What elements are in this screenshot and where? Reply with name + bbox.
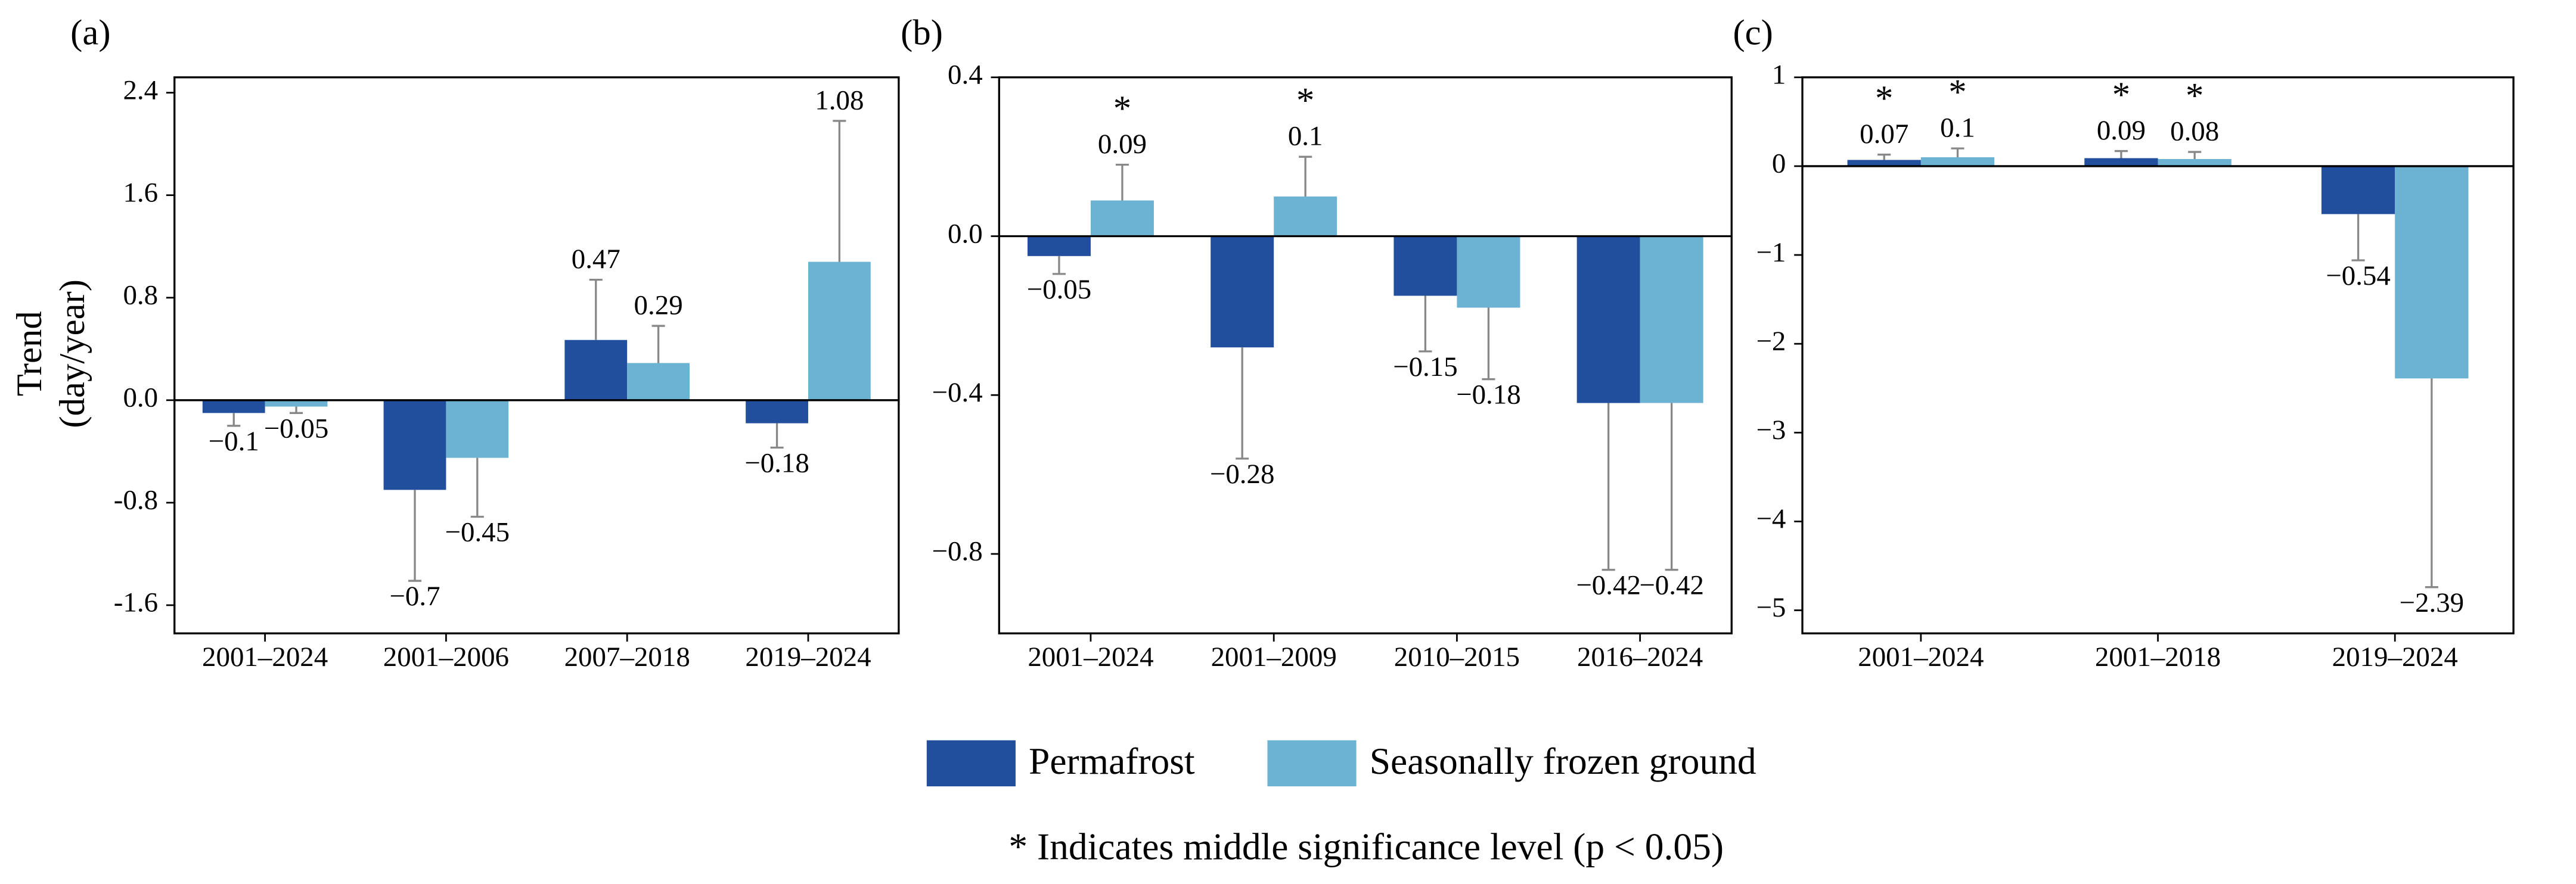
x-tick-label: 2001–2006: [383, 642, 509, 673]
value-label: 0.47: [572, 244, 620, 275]
y-tick-label: 1: [1772, 60, 1786, 91]
y-tick-label: −2: [1756, 326, 1786, 357]
x-tick-label: 2001–2024: [1028, 642, 1153, 673]
plot-frame: [1801, 76, 2515, 634]
value-label: 0.29: [634, 290, 683, 320]
significance-mark: *: [2112, 75, 2130, 115]
y-tick-label: 1.6: [123, 177, 158, 208]
value-label: 0.09: [1098, 129, 1147, 160]
value-label: −0.18: [1456, 379, 1521, 410]
y-tick-label: −0.8: [932, 536, 983, 567]
panel-label: (a): [70, 13, 110, 53]
value-label: 1.08: [815, 85, 864, 116]
x-tick-label: 2001–2024: [202, 642, 328, 673]
y-axis-label: (day/year): [52, 279, 92, 428]
value-label: −0.7: [389, 581, 440, 612]
value-label: −0.42: [1576, 570, 1641, 601]
value-label: −0.05: [1027, 274, 1092, 305]
plot-frame: [173, 76, 900, 634]
significance-mark: *: [1113, 89, 1131, 129]
y-tick-label: -1.6: [114, 587, 158, 618]
y-tick-label: 0: [1772, 148, 1786, 179]
bar: [2084, 158, 2158, 166]
bar: [1027, 236, 1091, 256]
x-tick-label: 2019–2024: [2332, 642, 2458, 673]
y-tick-label: 0.4: [948, 60, 983, 91]
legend-swatch: [1267, 740, 1357, 787]
y-tick-label: −3: [1756, 415, 1786, 446]
value-label: −0.54: [2326, 260, 2391, 291]
value-label: 0.09: [2097, 115, 2146, 146]
bar: [202, 400, 265, 413]
bar: [564, 340, 628, 400]
value-label: −0.45: [445, 517, 510, 548]
y-tick-label: −1: [1756, 237, 1786, 268]
y-tick-label: 0.8: [123, 280, 158, 311]
significance-mark: *: [1296, 81, 1314, 121]
value-label: 0.07: [1860, 119, 1908, 150]
value-label: 0.08: [2170, 116, 2219, 147]
bar: [1393, 236, 1457, 296]
significance-mark: *: [1948, 73, 1966, 113]
x-tick-label: 2010–2015: [1394, 642, 1520, 673]
x-tick-label: 2016–2024: [1577, 642, 1703, 673]
value-label: −0.18: [744, 448, 809, 479]
legend-label: Seasonally frozen ground: [1370, 740, 1756, 782]
bar: [1576, 236, 1640, 403]
panel-label: (b): [901, 13, 943, 53]
bar: [2321, 166, 2395, 214]
value-label: −0.15: [1393, 351, 1458, 382]
y-tick-label: 0.0: [123, 382, 158, 413]
value-label: −0.05: [264, 413, 329, 444]
significance-mark: *: [2186, 76, 2203, 116]
bar: [1211, 236, 1274, 348]
bar: [2395, 166, 2469, 379]
bar: [808, 262, 871, 400]
value-label: −2.39: [2400, 587, 2465, 618]
bar: [1090, 200, 1154, 236]
bar: [627, 363, 690, 400]
x-tick-label: 2007–2018: [564, 642, 690, 673]
y-tick-label: −0.4: [932, 377, 983, 408]
bar: [746, 400, 808, 424]
significance-mark: *: [1875, 79, 1893, 119]
y-tick-label: 2.4: [123, 74, 158, 105]
legend-swatch: [926, 740, 1016, 787]
bar: [1274, 196, 1337, 236]
x-tick-label: 2001–2018: [2095, 642, 2221, 673]
y-tick-label: -0.8: [114, 485, 158, 516]
value-label: 0.1: [1940, 112, 1975, 143]
y-tick-label: −5: [1756, 592, 1786, 623]
bar: [1457, 236, 1520, 308]
bar: [1920, 157, 1995, 166]
x-tick-label: 2001–2024: [1858, 642, 1984, 673]
y-axis-label: Trend: [10, 311, 49, 396]
significance-note: * Indicates middle significance level (p…: [1008, 825, 1724, 867]
bar: [265, 400, 328, 407]
value-label: −0.42: [1639, 570, 1704, 601]
value-label: 0.1: [1288, 121, 1323, 152]
y-tick-label: 0.0: [948, 218, 983, 249]
bar: [446, 400, 509, 458]
bar: [1847, 160, 1921, 166]
x-tick-label: 2019–2024: [745, 642, 871, 673]
bar: [2158, 158, 2232, 166]
x-tick-label: 2001–2009: [1211, 642, 1337, 673]
bar: [1640, 236, 1703, 403]
value-label: −0.1: [209, 426, 259, 457]
panel-label: (c): [1733, 13, 1773, 53]
legend-label: Permafrost: [1029, 740, 1195, 782]
plot-frame: [998, 76, 1733, 634]
y-tick-label: −4: [1756, 503, 1786, 534]
bar: [383, 400, 446, 490]
value-label: −0.28: [1210, 459, 1275, 490]
